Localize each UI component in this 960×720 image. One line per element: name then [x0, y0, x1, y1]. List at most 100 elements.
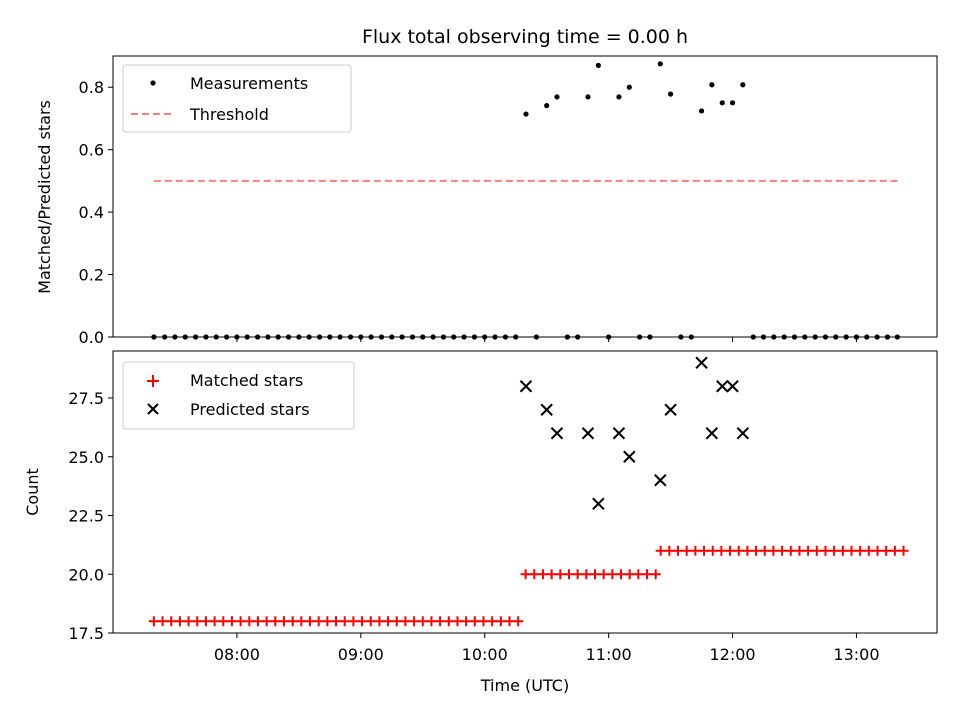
measurement-point [420, 334, 426, 340]
y-tick-label: 25.0 [68, 448, 104, 467]
measurement-point [575, 334, 581, 340]
measurement-point [430, 334, 436, 340]
measurement-point [740, 82, 746, 88]
matched-star-marker [855, 545, 866, 556]
legend-label-matched-stars: Matched stars [190, 371, 303, 390]
predicted-star-marker [654, 474, 667, 487]
measurement-point [771, 334, 777, 340]
matched-star-marker [383, 616, 394, 627]
measurement-point [533, 334, 539, 340]
predicted-star-marker [519, 380, 533, 393]
y-tick-label: 0.4 [79, 203, 104, 222]
matched-star-marker [391, 616, 402, 627]
measurement-point [409, 334, 416, 340]
top-y-ticks: 0.0 0.2 0.4 0.6 0.8 [79, 78, 113, 347]
measurement-point [471, 334, 478, 340]
matched-star-marker [742, 545, 753, 556]
measurement-point [657, 61, 663, 67]
measurement-point [678, 334, 684, 340]
matched-star-marker [296, 616, 307, 627]
measurement-point [523, 111, 529, 117]
matched-star-marker [820, 545, 831, 556]
y-tick-label: 0.0 [79, 328, 104, 347]
measurement-point [440, 334, 447, 340]
matched-star-marker [183, 616, 194, 627]
measurement-point [864, 334, 870, 340]
measurement-point [585, 94, 591, 100]
measurement-point [285, 334, 292, 340]
measurement-point [265, 334, 271, 340]
matched-star-marker [616, 569, 627, 580]
measurement-point [182, 334, 188, 340]
x-tick-label: 08:00 [214, 645, 260, 664]
matched-star-marker [504, 616, 515, 627]
bottom-panel: 17.5 20.0 22.5 25.0 27.5 08:00 09:00 10:00 11:0… [23, 350, 938, 695]
measurement-point [389, 334, 395, 340]
predicted-star-marker [623, 450, 636, 463]
legend-marker-measurements [150, 80, 156, 86]
matched-star-marker [642, 569, 653, 580]
measurement-point [822, 334, 829, 340]
matched-star-marker [469, 616, 480, 627]
predicted-star-marker [612, 427, 626, 440]
measurement-point [698, 108, 705, 114]
matched-star-marker [598, 569, 609, 580]
measurement-point [564, 334, 570, 340]
top-legend-box [122, 64, 352, 133]
matched-star-marker [513, 616, 524, 627]
x-tick-label: 12:00 [709, 645, 755, 664]
matched-star-marker [287, 616, 298, 627]
measurement-point [461, 334, 467, 340]
matched-star-marker [235, 616, 246, 627]
matched-star-marker [664, 545, 675, 556]
matched-star-marker [590, 569, 601, 580]
measurement-point [544, 103, 550, 109]
matched-star-marker [218, 616, 229, 627]
x-axis-label: Time (UTC) [480, 676, 569, 695]
matched-star-marker [707, 545, 718, 556]
matched-star-marker [443, 616, 454, 627]
measurement-point [719, 100, 725, 106]
measurement-point [151, 334, 157, 340]
measurement-point [224, 334, 230, 340]
y-tick-label: 17.5 [68, 624, 104, 643]
matched-star-marker [733, 545, 744, 556]
top-panel: Flux total observing time = 0.00 h 0.00.… [35, 26, 938, 347]
y-tick-label: 27.5 [68, 389, 104, 408]
bottom-y-axis-label: Count [23, 468, 42, 516]
matched-star-marker [520, 569, 531, 580]
measurement-point [378, 334, 385, 340]
predicted-star-marker [664, 403, 677, 416]
x-tick-label: 13:00 [833, 645, 879, 664]
measurement-point [884, 334, 891, 340]
matched-star-marker [166, 616, 177, 627]
measurement-point [647, 334, 653, 340]
matched-star-marker [322, 616, 333, 627]
measurement-point [172, 334, 178, 340]
matched-star-marker [794, 545, 805, 556]
x-tick-label: 11:00 [586, 645, 632, 664]
measurement-point [874, 334, 880, 340]
matched-star-marker [777, 545, 788, 556]
predicted-star-marker [592, 497, 605, 510]
count-points-group [148, 356, 909, 627]
matched-star-marker [863, 545, 874, 556]
predicted-star-marker [736, 427, 750, 440]
matched-star-marker [681, 545, 692, 556]
matched-star-marker [461, 616, 472, 627]
matched-star-marker [546, 569, 557, 580]
matched-star-marker [435, 616, 446, 627]
measurement-point [244, 334, 250, 340]
matched-star-marker [495, 616, 506, 627]
bottom-legend: Matched stars Predicted stars [122, 361, 355, 430]
matched-star-marker [751, 545, 762, 556]
legend-label-predicted-stars: Predicted stars [190, 400, 310, 419]
predicted-star-marker [716, 380, 729, 393]
y-tick-label: 20.0 [68, 565, 104, 584]
matched-star-marker [716, 545, 727, 556]
matched-star-marker [331, 616, 342, 627]
measurement-point [802, 334, 808, 340]
measurement-point [729, 100, 736, 106]
matched-star-marker [252, 616, 263, 627]
